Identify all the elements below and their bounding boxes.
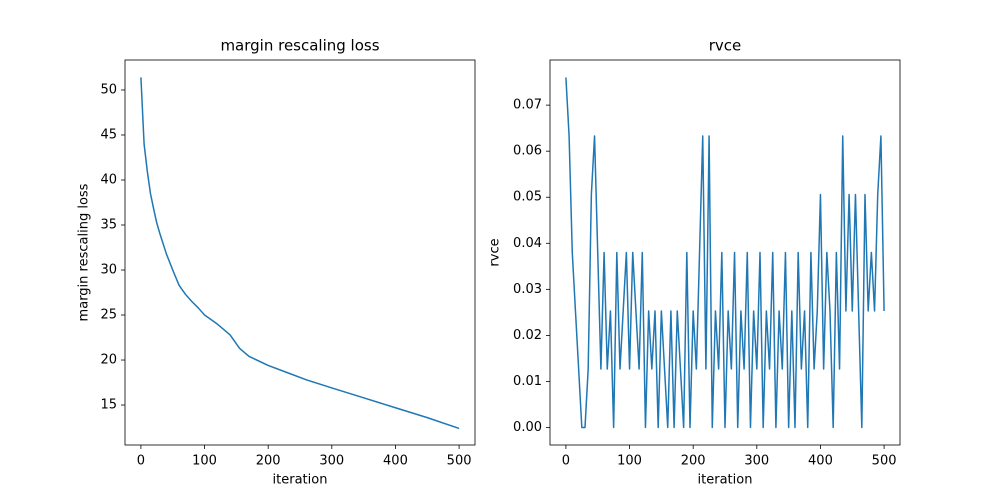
y-tick-label: 0.01 — [513, 374, 542, 389]
x-tick-label: 0 — [562, 454, 570, 469]
chart-title: rvce — [709, 37, 742, 55]
x-tick-label: 300 — [744, 454, 769, 469]
y-tick-label: 45 — [100, 127, 117, 142]
x-tick-label: 200 — [681, 454, 706, 469]
plot-area — [124, 59, 476, 446]
y-tick-label: 30 — [100, 263, 117, 278]
y-tick-label: 35 — [100, 218, 117, 233]
plot-area — [549, 59, 901, 446]
x-tick-label: 100 — [617, 454, 642, 469]
x-axis-label: iteration — [273, 473, 328, 488]
x-axis-label: iteration — [698, 473, 753, 488]
y-tick-label: 20 — [100, 353, 117, 368]
y-tick-label: 15 — [100, 398, 117, 413]
y-tick-label: 25 — [100, 308, 117, 323]
y-tick-label: 0.05 — [513, 190, 542, 205]
x-tick-label: 500 — [872, 454, 897, 469]
x-tick-label: 300 — [319, 454, 344, 469]
data-line — [565, 77, 885, 429]
x-tick-label: 400 — [808, 454, 833, 469]
y-axis-label: margin rescaling loss — [77, 183, 92, 321]
x-tick-label: 400 — [383, 454, 408, 469]
x-tick-label: 100 — [192, 454, 217, 469]
y-tick-label: 50 — [100, 82, 117, 97]
y-tick-label: 0.03 — [513, 282, 542, 297]
y-tick-label: 40 — [100, 172, 117, 187]
y-tick-label: 0.02 — [513, 328, 542, 343]
data-line — [140, 77, 460, 430]
y-tick-label: 0.06 — [513, 144, 542, 159]
x-tick-label: 0 — [137, 454, 145, 469]
x-tick-label: 200 — [256, 454, 281, 469]
y-tick-label: 0.00 — [513, 420, 542, 435]
y-axis-label: rvce — [488, 238, 503, 266]
y-tick-label: 0.07 — [513, 98, 542, 113]
chart-title: margin rescaling loss — [220, 37, 379, 55]
x-tick-label: 500 — [447, 454, 472, 469]
y-tick-label: 0.04 — [513, 236, 542, 251]
